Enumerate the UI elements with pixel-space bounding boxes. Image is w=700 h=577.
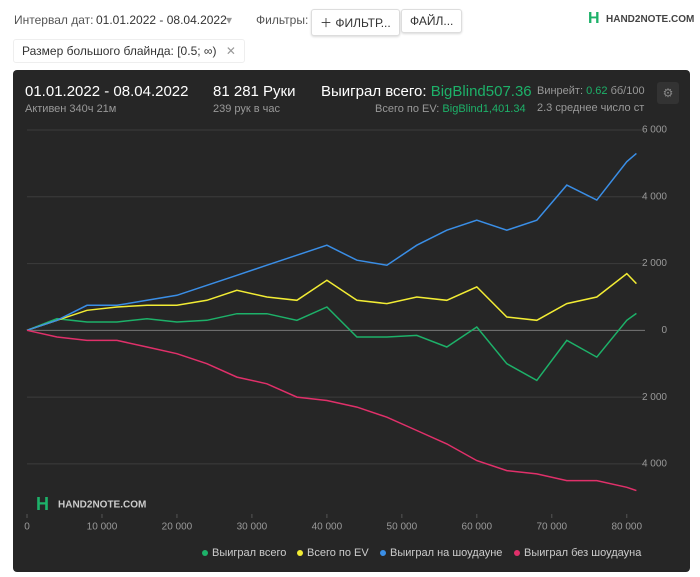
y-tick-label: 2 000 [642, 392, 667, 403]
legend-label: Выиграл без шоудауна [524, 547, 642, 559]
series-line [26, 329, 637, 492]
avg: 2.3 среднее число ст [537, 102, 645, 114]
x-tick-label: 20 000 [162, 522, 193, 533]
winrate: Винрейт: 0.62 бб/100 [537, 85, 655, 97]
hands-per-hour: 239 рук в час [213, 103, 281, 115]
y-tick-label: 2 000 [642, 258, 667, 269]
settings-button[interactable]: ⚙ [657, 82, 679, 104]
ev-label: Всего по EV: [375, 103, 440, 115]
legend-dot [202, 550, 208, 556]
winrate-box: Винрейт: 0.62 бб/100 2.3 среднее число с… [537, 85, 655, 114]
x-tick-label: 60 000 [462, 522, 493, 533]
x-tick-label: 10 000 [87, 522, 118, 533]
series-line [26, 306, 637, 382]
date-label: Интервал дат: [14, 13, 94, 27]
period: 01.01.2022 - 08.04.2022 [25, 83, 189, 100]
y-tick-label: 4 000 [642, 459, 667, 470]
x-tick-label: 30 000 [237, 522, 268, 533]
ev-value: BigBlind1,401.34 [442, 103, 526, 115]
filters-label: Фильтры: [256, 13, 309, 27]
won-total: Выиграл всего: BigBlind507.36 [321, 83, 532, 100]
legend-dot [297, 550, 303, 556]
filter-button-text: ФИЛЬТР... [335, 16, 391, 30]
date-range[interactable]: 01.01.2022 - 08.04.2022 [96, 13, 227, 27]
x-tick-label: 0 [24, 522, 30, 533]
file-button[interactable]: ФАЙЛ... [401, 9, 463, 33]
legend-label: Выиграл на шоудауне [390, 547, 502, 559]
legend-label: Выиграл всего [212, 547, 286, 559]
filter-button[interactable]: ＋ ФИЛЬТР... [311, 9, 400, 36]
winrate-label: Винрейт: [537, 85, 584, 97]
y-tick-label: 6 000 [642, 125, 667, 136]
legend-dot [514, 550, 520, 556]
watermark-icon: H [36, 494, 49, 514]
filter-chip[interactable]: Размер большого блайнда: [0.5; ∞) ✕ [13, 39, 245, 63]
x-tick-label: 40 000 [312, 522, 343, 533]
filter-chip-text: Размер большого блайнда: [0.5; ∞) [22, 44, 217, 58]
logo-icon: H [588, 10, 600, 27]
watermark: HAND2NOTE.COM [58, 500, 146, 511]
won-label: Выиграл всего: [321, 83, 427, 100]
x-tick-label: 70 000 [536, 522, 567, 533]
x-tick-label: 80 000 [611, 522, 642, 533]
dropdown-arrow[interactable]: ▾ [226, 13, 233, 27]
y-tick-label: 0 [661, 325, 667, 336]
won-value: BigBlind507.36 [430, 83, 532, 100]
legend-dot [380, 550, 386, 556]
winrate-value: 0.62 [586, 85, 608, 97]
ev-total: Всего по EV: BigBlind1,401.34 [375, 103, 526, 115]
series-line [26, 152, 637, 332]
logo: HAND2NOTE.COM [606, 14, 695, 25]
active-time: Активен 340ч 21м [25, 103, 117, 115]
y-tick-label: 4 000 [642, 191, 667, 202]
hands: 81 281 Руки [213, 83, 296, 100]
winrate-unit: бб/100 [610, 85, 645, 97]
legend-label: Всего по EV [307, 547, 369, 559]
series-line [26, 272, 637, 332]
x-tick-label: 50 000 [387, 522, 418, 533]
